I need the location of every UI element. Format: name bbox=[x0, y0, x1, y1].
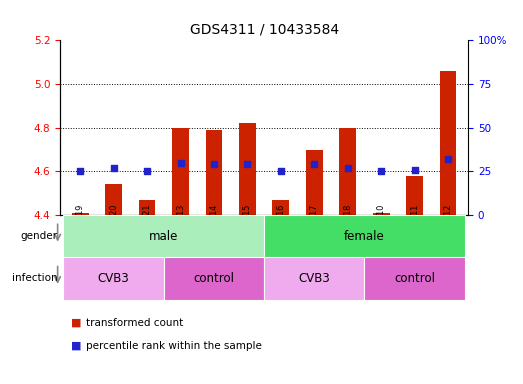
Bar bbox=[231, 215, 264, 241]
Text: infection: infection bbox=[12, 273, 58, 283]
Bar bbox=[105, 184, 122, 215]
Bar bbox=[331, 215, 365, 241]
Text: GDS4311 / 10433584: GDS4311 / 10433584 bbox=[189, 23, 339, 36]
Bar bbox=[130, 215, 164, 241]
Bar bbox=[339, 128, 356, 215]
Text: female: female bbox=[344, 230, 385, 243]
Bar bbox=[431, 215, 465, 241]
Text: GSM863115: GSM863115 bbox=[243, 204, 252, 252]
Bar bbox=[306, 149, 323, 215]
Text: GSM863120: GSM863120 bbox=[109, 204, 118, 252]
Bar bbox=[139, 200, 155, 215]
Bar bbox=[63, 257, 164, 300]
Text: gender: gender bbox=[20, 231, 58, 241]
Text: GSM863116: GSM863116 bbox=[276, 204, 286, 252]
Text: GSM863121: GSM863121 bbox=[143, 204, 152, 252]
Bar bbox=[63, 215, 264, 257]
Bar bbox=[197, 215, 231, 241]
Bar bbox=[398, 215, 431, 241]
Text: GSM863111: GSM863111 bbox=[410, 204, 419, 252]
Bar bbox=[164, 257, 264, 300]
Bar bbox=[172, 128, 189, 215]
Point bbox=[210, 161, 218, 167]
Bar bbox=[264, 257, 365, 300]
Point bbox=[76, 168, 84, 174]
Point bbox=[377, 168, 385, 174]
Point bbox=[176, 159, 185, 166]
Point bbox=[143, 168, 151, 174]
Bar bbox=[365, 215, 398, 241]
Point bbox=[277, 168, 285, 174]
Point bbox=[444, 156, 452, 162]
Text: transformed count: transformed count bbox=[86, 318, 184, 328]
Bar bbox=[264, 215, 465, 257]
Bar bbox=[264, 215, 298, 241]
Bar bbox=[272, 200, 289, 215]
Text: GSM863112: GSM863112 bbox=[444, 204, 452, 252]
Bar bbox=[406, 176, 423, 215]
Text: control: control bbox=[394, 272, 435, 285]
Bar bbox=[63, 215, 97, 241]
Bar bbox=[239, 123, 256, 215]
Text: GSM863118: GSM863118 bbox=[343, 204, 352, 252]
Point bbox=[310, 161, 319, 167]
Bar bbox=[206, 130, 222, 215]
Point bbox=[243, 161, 252, 167]
Text: control: control bbox=[194, 272, 234, 285]
Bar bbox=[298, 215, 331, 241]
Text: ■: ■ bbox=[71, 318, 85, 328]
Text: percentile rank within the sample: percentile rank within the sample bbox=[86, 341, 262, 351]
Text: GSM863119: GSM863119 bbox=[76, 204, 85, 252]
Bar bbox=[365, 257, 465, 300]
Bar bbox=[164, 215, 197, 241]
Bar bbox=[373, 213, 390, 215]
Point bbox=[411, 167, 419, 173]
Bar bbox=[440, 71, 457, 215]
Bar bbox=[97, 215, 130, 241]
Point bbox=[109, 165, 118, 171]
Text: male: male bbox=[149, 230, 178, 243]
Text: GSM863113: GSM863113 bbox=[176, 204, 185, 252]
Bar bbox=[72, 213, 88, 215]
Text: ■: ■ bbox=[71, 341, 85, 351]
Text: GSM863110: GSM863110 bbox=[377, 204, 385, 252]
Text: CVB3: CVB3 bbox=[299, 272, 330, 285]
Text: GSM863117: GSM863117 bbox=[310, 204, 319, 252]
Point bbox=[344, 165, 352, 171]
Text: GSM863114: GSM863114 bbox=[209, 204, 219, 252]
Text: CVB3: CVB3 bbox=[98, 272, 130, 285]
